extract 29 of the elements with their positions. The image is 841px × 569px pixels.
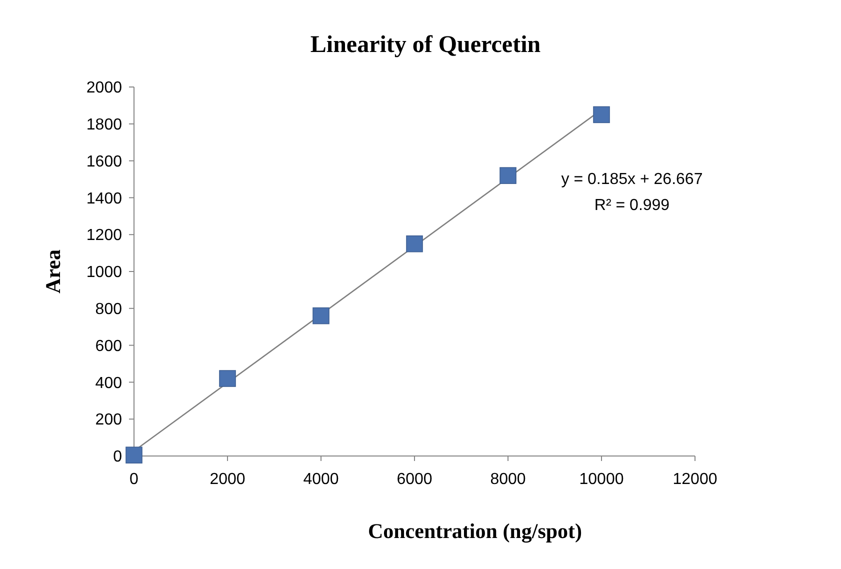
point bbox=[500, 167, 516, 184]
x-tick-label: 4000 bbox=[303, 471, 339, 488]
y-tick-label: 400 bbox=[95, 374, 122, 392]
point bbox=[406, 235, 423, 252]
chart-title: Linearity of Quercetin bbox=[310, 32, 541, 58]
y-tick-label: 1200 bbox=[86, 227, 122, 244]
y-tick-label: 200 bbox=[95, 412, 122, 429]
x-axis-title: Concentration (ng/spot) bbox=[368, 519, 582, 543]
x-tick-label: 10000 bbox=[579, 471, 624, 488]
y-tick-label: 0 bbox=[113, 448, 122, 466]
point bbox=[219, 370, 236, 387]
y-tick-label: 1800 bbox=[86, 116, 122, 134]
y-tick-label: 1000 bbox=[86, 264, 122, 282]
y-tick-label: 2000 bbox=[86, 80, 122, 97]
x-tick-label: 0 bbox=[130, 471, 139, 488]
point bbox=[126, 446, 142, 464]
x-tick-label: 12000 bbox=[672, 471, 718, 488]
x-tick-label: 8000 bbox=[490, 471, 526, 488]
x-tick-label: 6000 bbox=[396, 471, 432, 488]
y-axis-title: Area bbox=[41, 249, 65, 294]
x-tick-label: 2000 bbox=[210, 471, 246, 488]
y-tick-label: 600 bbox=[95, 338, 122, 355]
point bbox=[312, 307, 330, 324]
y-tick-label: 1600 bbox=[86, 153, 122, 170]
point bbox=[593, 106, 610, 124]
y-tick-label: 1400 bbox=[86, 190, 122, 208]
annotation: R² = 0.999 bbox=[594, 197, 670, 214]
annotation: y = 0.185x + 26.667 bbox=[561, 171, 703, 188]
y-tick-label: 800 bbox=[95, 301, 122, 318]
